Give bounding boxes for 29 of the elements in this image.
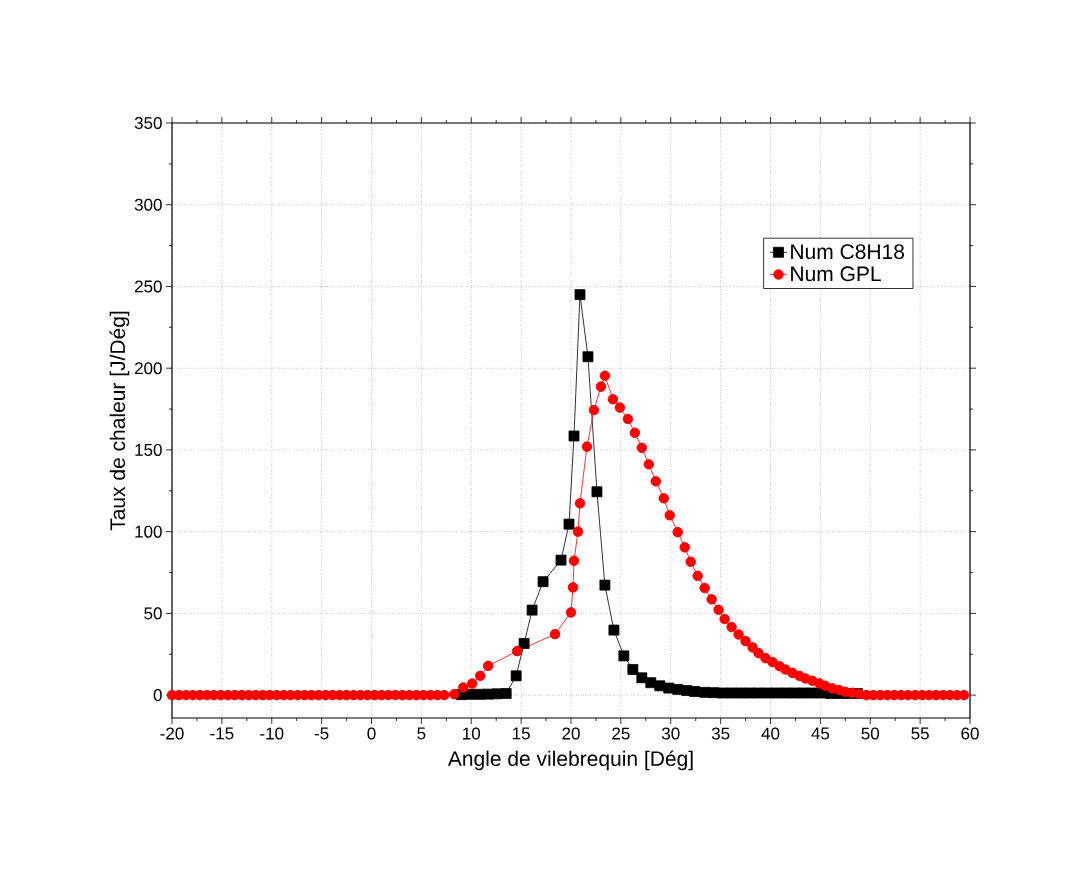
y-tick-label: 250 bbox=[134, 280, 162, 293]
y-axis-title: Taux de chaleur [J/Dég] bbox=[109, 311, 130, 531]
x-tick-label: 20 bbox=[562, 727, 580, 740]
y-tick-label: 0 bbox=[153, 689, 162, 702]
y-tick-label: 100 bbox=[135, 525, 162, 538]
legend-label: Num C8H18 bbox=[791, 244, 905, 260]
y-tick-label: 300 bbox=[134, 198, 162, 211]
x-tick-label: 15 bbox=[512, 727, 530, 740]
x-tick-label: -15 bbox=[210, 727, 234, 740]
y-tick-label: 350 bbox=[134, 116, 162, 130]
x-tick-label: 30 bbox=[661, 727, 680, 740]
y-tick-label: 200 bbox=[134, 362, 162, 375]
y-tick-label: 150 bbox=[135, 443, 162, 456]
x-tick-label: 40 bbox=[761, 727, 780, 740]
x-tick-label: 5 bbox=[417, 727, 426, 740]
y-tick-label: 50 bbox=[144, 607, 162, 620]
x-tick-label: 50 bbox=[861, 727, 880, 740]
x-tick-label: 10 bbox=[463, 727, 481, 740]
x-tick-label: 55 bbox=[911, 727, 929, 740]
x-axis-title: Angle de vilebrequin [Dég] bbox=[447, 750, 693, 771]
x-tick-label: -5 bbox=[314, 727, 329, 740]
x-tick-label: -10 bbox=[260, 727, 284, 740]
x-tick-label: 60 bbox=[961, 727, 979, 740]
x-tick-label: 45 bbox=[811, 727, 830, 740]
x-tick-label: 25 bbox=[612, 727, 630, 740]
legend-label: Num GPL bbox=[791, 266, 881, 282]
x-tick-label: 35 bbox=[711, 727, 730, 740]
x-tick-label: -20 bbox=[160, 727, 184, 740]
x-tick-label: 0 bbox=[367, 727, 376, 740]
